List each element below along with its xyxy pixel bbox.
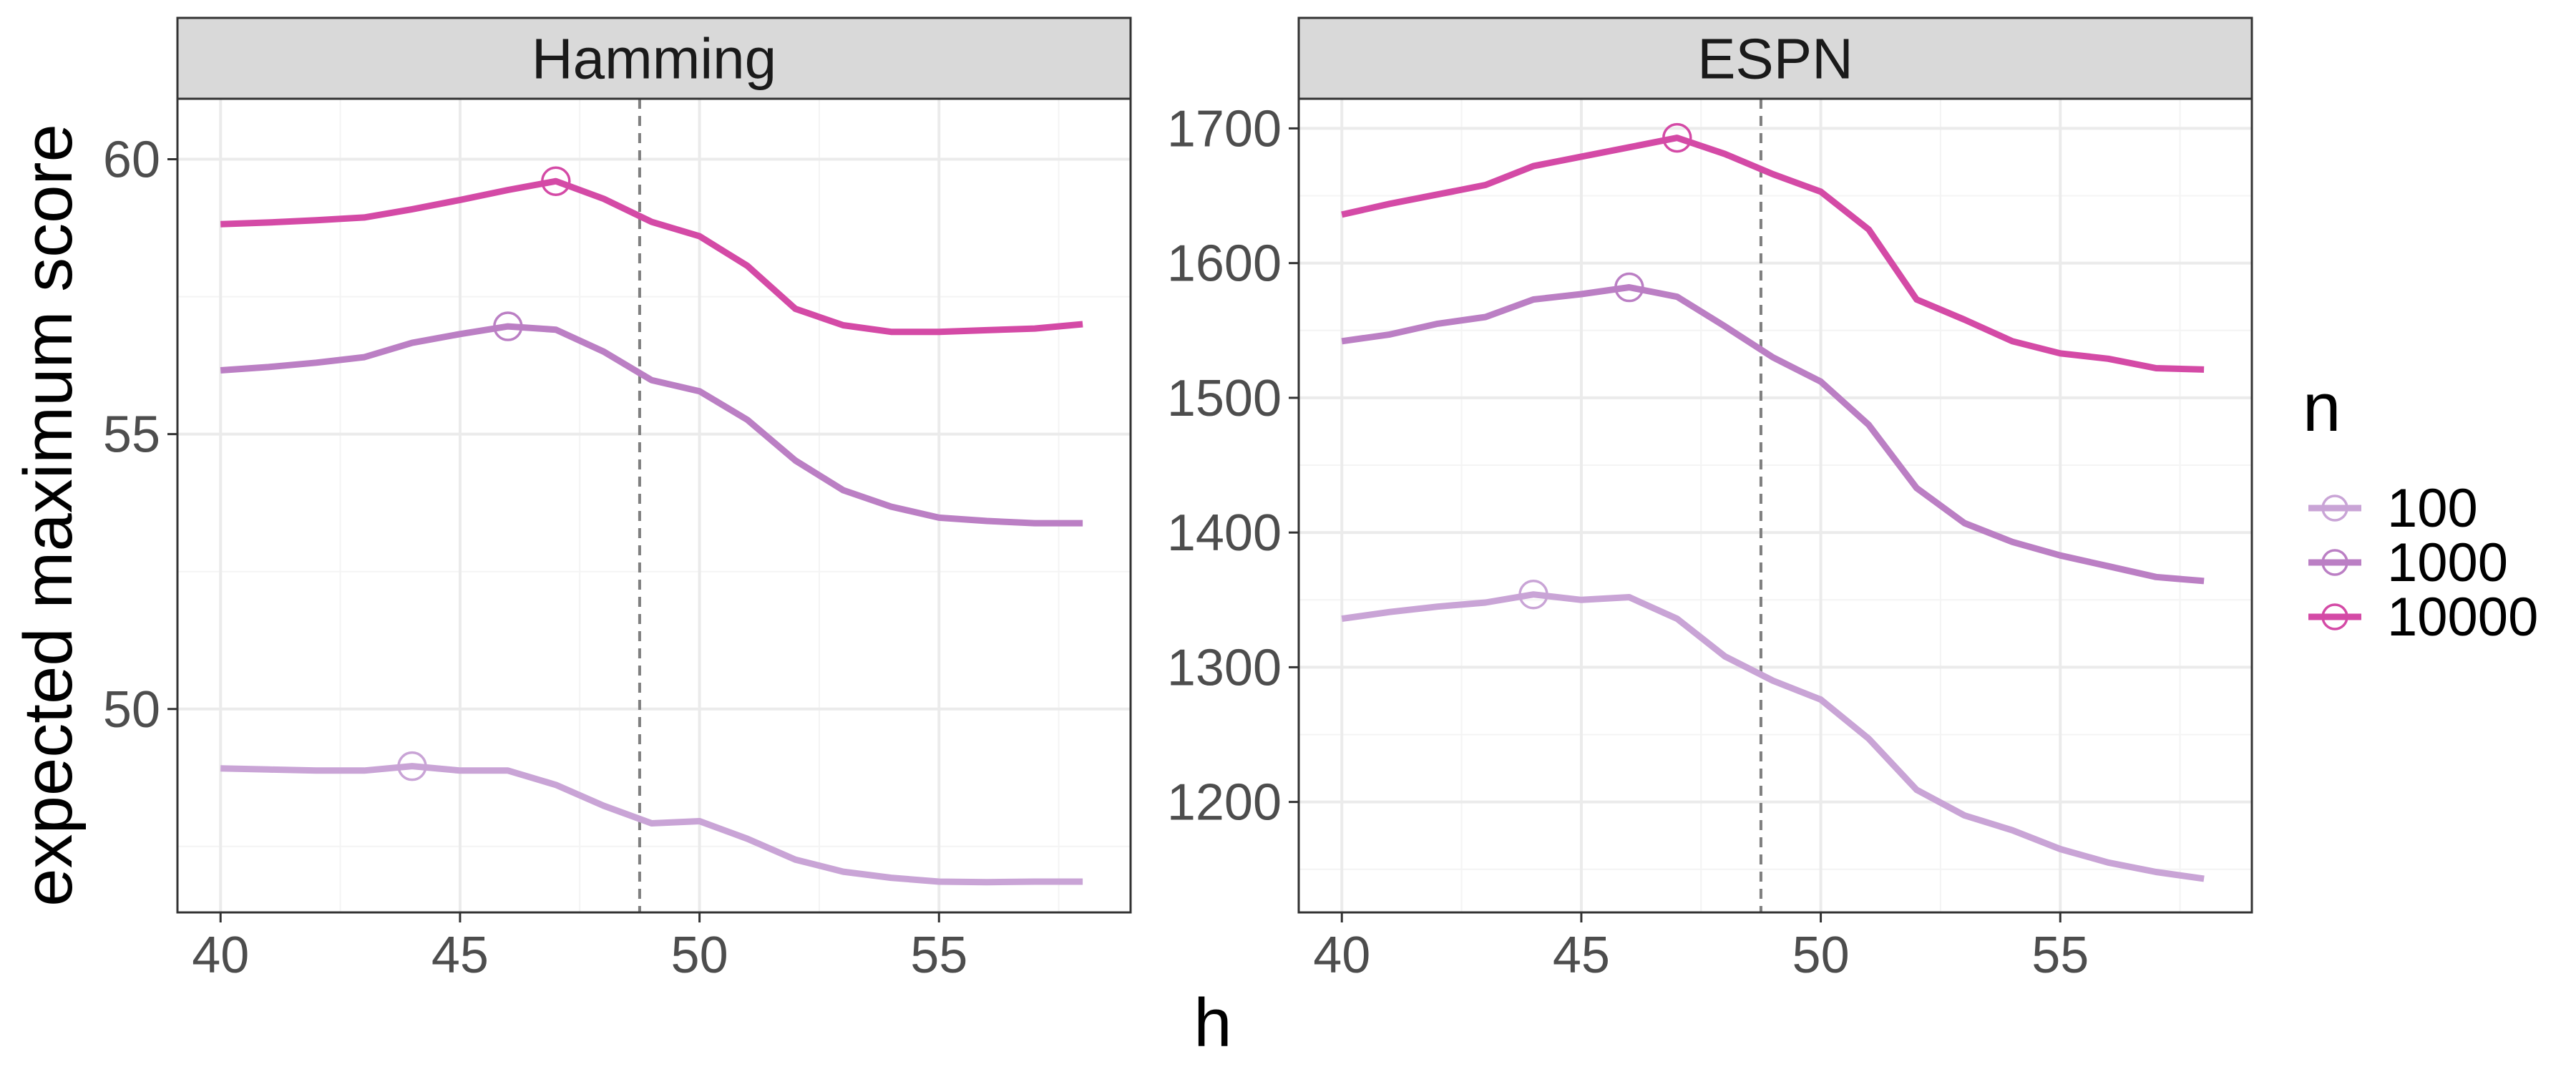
series-line-hamming-1000: [220, 323, 1083, 527]
x-axis-title: h: [1194, 985, 1231, 1061]
max-marker-espn-1000: [1614, 272, 1644, 303]
max-marker-hamming-1000: [493, 311, 523, 341]
legend-label-10000: 10000: [2387, 587, 2538, 648]
x-tick-label-espn: 50: [1792, 927, 1850, 984]
legend-key-10000: [2308, 603, 2361, 630]
x-tick-label-espn: 55: [2031, 927, 2089, 984]
legend: n 100 1000 10000: [2303, 369, 2538, 648]
legend-title: n: [2303, 369, 2341, 446]
y-tick-label-espn: 1600: [1167, 235, 1282, 293]
strip-espn: [1297, 16, 2253, 100]
series-line-hamming-10000: [220, 177, 1083, 336]
series-line-espn-10000: [1341, 135, 2205, 373]
x-tick-label-espn: 40: [1313, 927, 1370, 984]
legend-label-100: 100: [2387, 478, 2478, 539]
y-tick-label-espn: 1700: [1167, 100, 1282, 157]
x-tick-label-hamming: 50: [671, 927, 728, 984]
series-line-espn-1000: [1341, 284, 2205, 585]
y-tick-label-espn: 1300: [1167, 639, 1282, 696]
legend-key-100: [2308, 494, 2361, 522]
series-line-espn-100: [1341, 591, 2205, 882]
panels: Hamming 40 45 50 55 50 55 60 ESPN 40 45 50 55 1200 130…: [103, 16, 2253, 984]
y-tick-label-espn: 1500: [1167, 370, 1282, 427]
strip-label-hamming: Hamming: [532, 27, 776, 91]
panel-hamming: Hamming 40 45 50 55 50 55 60: [103, 16, 1132, 984]
legend-key-1000: [2308, 549, 2361, 576]
y-tick-label-espn: 1400: [1167, 505, 1282, 562]
legend-keys: [2308, 494, 2361, 630]
y-axis-title: expected maximum score: [10, 124, 87, 907]
strip-label-espn: ESPN: [1697, 27, 1853, 91]
legend-label-1000: 1000: [2387, 532, 2508, 593]
panel-espn: ESPN 40 45 50 55 1200 1300 1400 1500 1600 1700: [1167, 16, 2253, 984]
max-marker-espn-100: [1518, 579, 1548, 610]
x-tick-label-espn: 45: [1553, 927, 1610, 984]
y-tick-label-hamming: 60: [103, 132, 160, 189]
max-marker-hamming-10000: [541, 166, 571, 196]
y-tick-label-espn: 1200: [1167, 774, 1282, 832]
legend-key-marker-1000: [2321, 549, 2348, 576]
x-tick-label-hamming: 40: [192, 927, 249, 984]
max-marker-hamming-100: [397, 751, 427, 781]
plot-area-espn: [1299, 99, 2252, 912]
series-line-hamming-100: [220, 763, 1083, 886]
panel-border-espn: [1297, 97, 2253, 914]
legend-key-marker-100: [2321, 494, 2348, 522]
panel-border-hamming: [176, 97, 1132, 914]
y-tick-label-hamming: 55: [103, 406, 160, 464]
strip-hamming: [176, 16, 1132, 100]
plot-area-hamming: [177, 99, 1131, 912]
legend-key-marker-10000: [2321, 603, 2348, 630]
x-tick-label-hamming: 55: [910, 927, 967, 984]
y-tick-label-hamming: 50: [103, 681, 160, 739]
grid-espn: [1299, 99, 2252, 912]
x-tick-label-hamming: 45: [431, 927, 489, 984]
max-marker-espn-10000: [1662, 122, 1692, 153]
